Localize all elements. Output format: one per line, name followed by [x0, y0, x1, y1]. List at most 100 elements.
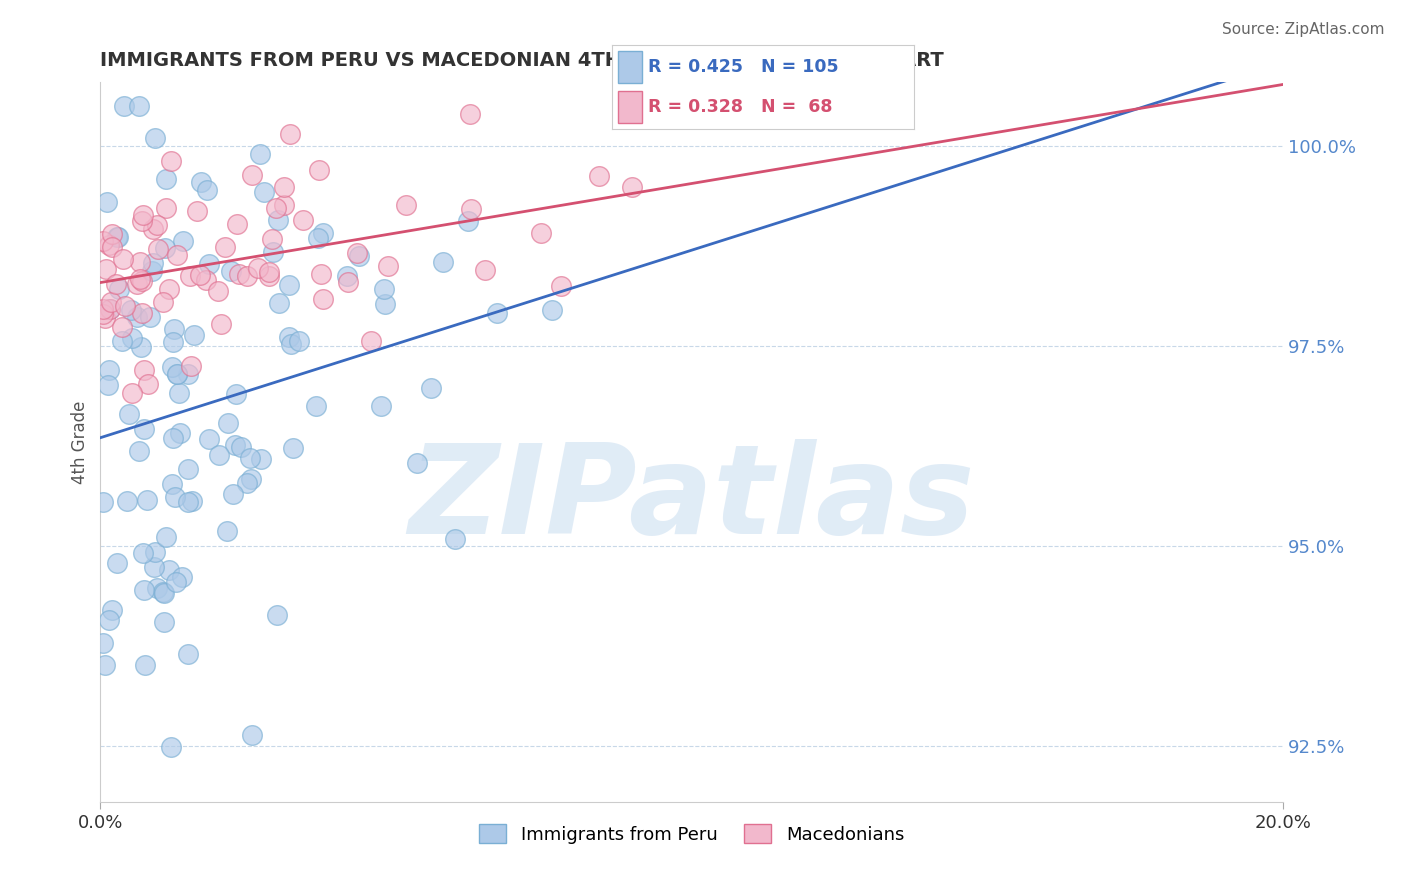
Point	[249, 146, 271, 161]
Point	[91, 636, 114, 650]
Point	[217, 416, 239, 430]
Point	[253, 185, 276, 199]
Point	[309, 267, 332, 281]
Point	[96, 195, 118, 210]
Point	[308, 162, 330, 177]
Point	[273, 179, 295, 194]
Point	[127, 310, 149, 325]
Bar	[617, 91, 641, 123]
Point	[94, 310, 117, 325]
Point	[474, 263, 496, 277]
Point	[540, 303, 562, 318]
Point	[111, 334, 134, 349]
Point	[146, 218, 169, 232]
Point	[136, 376, 159, 391]
Point	[444, 532, 467, 546]
Point	[240, 169, 263, 183]
Y-axis label: 4th Grade: 4th Grade	[72, 401, 89, 484]
Point	[132, 209, 155, 223]
Point	[180, 359, 202, 373]
Point	[129, 271, 152, 285]
Point	[177, 647, 200, 661]
Point	[186, 203, 208, 218]
Point	[280, 337, 302, 351]
Point	[222, 486, 245, 500]
Point	[157, 562, 180, 576]
Point	[128, 99, 150, 113]
Point	[239, 472, 262, 486]
Point	[101, 227, 124, 241]
Point	[219, 264, 242, 278]
Point	[260, 231, 283, 245]
Point	[224, 438, 246, 452]
Point	[125, 277, 148, 291]
Point	[190, 175, 212, 189]
Point	[167, 386, 190, 401]
Point	[198, 432, 221, 446]
Point	[292, 212, 315, 227]
Point	[160, 477, 183, 491]
Point	[550, 279, 572, 293]
Point	[177, 495, 200, 509]
Point	[155, 201, 177, 215]
Point	[142, 222, 165, 236]
Point	[277, 330, 299, 344]
Point	[269, 295, 291, 310]
Point	[457, 214, 479, 228]
Point	[121, 386, 143, 401]
Point	[128, 443, 150, 458]
Point	[162, 334, 184, 349]
Point	[172, 569, 194, 583]
Point	[304, 399, 326, 413]
Point	[395, 197, 418, 211]
Point	[146, 581, 169, 595]
Point	[160, 154, 183, 169]
Point	[177, 461, 200, 475]
Point	[312, 226, 335, 240]
Point	[225, 386, 247, 401]
Point	[139, 310, 162, 325]
Point	[143, 544, 166, 558]
Point	[195, 182, 218, 196]
Point	[277, 277, 299, 292]
Point	[94, 262, 117, 277]
Point	[129, 341, 152, 355]
Point	[111, 319, 134, 334]
Point	[228, 267, 250, 281]
Point	[131, 214, 153, 228]
Point	[100, 240, 122, 254]
Point	[281, 441, 304, 455]
Point	[207, 284, 229, 298]
Point	[621, 180, 644, 194]
Point	[97, 377, 120, 392]
Bar	[617, 51, 641, 83]
Point	[157, 282, 180, 296]
Point	[177, 367, 200, 381]
Point	[100, 295, 122, 310]
Point	[460, 202, 482, 217]
Point	[257, 269, 280, 284]
Point	[152, 586, 174, 600]
Point	[374, 297, 396, 311]
Point	[135, 492, 157, 507]
Legend: Immigrants from Peru, Macedonians: Immigrants from Peru, Macedonians	[479, 824, 904, 844]
Point	[278, 128, 301, 142]
Point	[235, 475, 257, 490]
Point	[209, 317, 232, 331]
Point	[162, 431, 184, 445]
Point	[214, 239, 236, 253]
Point	[263, 245, 285, 260]
Point	[148, 242, 170, 256]
Point	[143, 559, 166, 574]
Point	[231, 440, 253, 454]
Point	[432, 255, 454, 269]
Point	[155, 530, 177, 544]
Point	[307, 231, 329, 245]
Point	[188, 268, 211, 283]
Point	[155, 172, 177, 186]
Point	[118, 408, 141, 422]
Point	[247, 260, 270, 275]
Point	[267, 213, 290, 227]
Point	[458, 107, 481, 121]
Point	[101, 603, 124, 617]
